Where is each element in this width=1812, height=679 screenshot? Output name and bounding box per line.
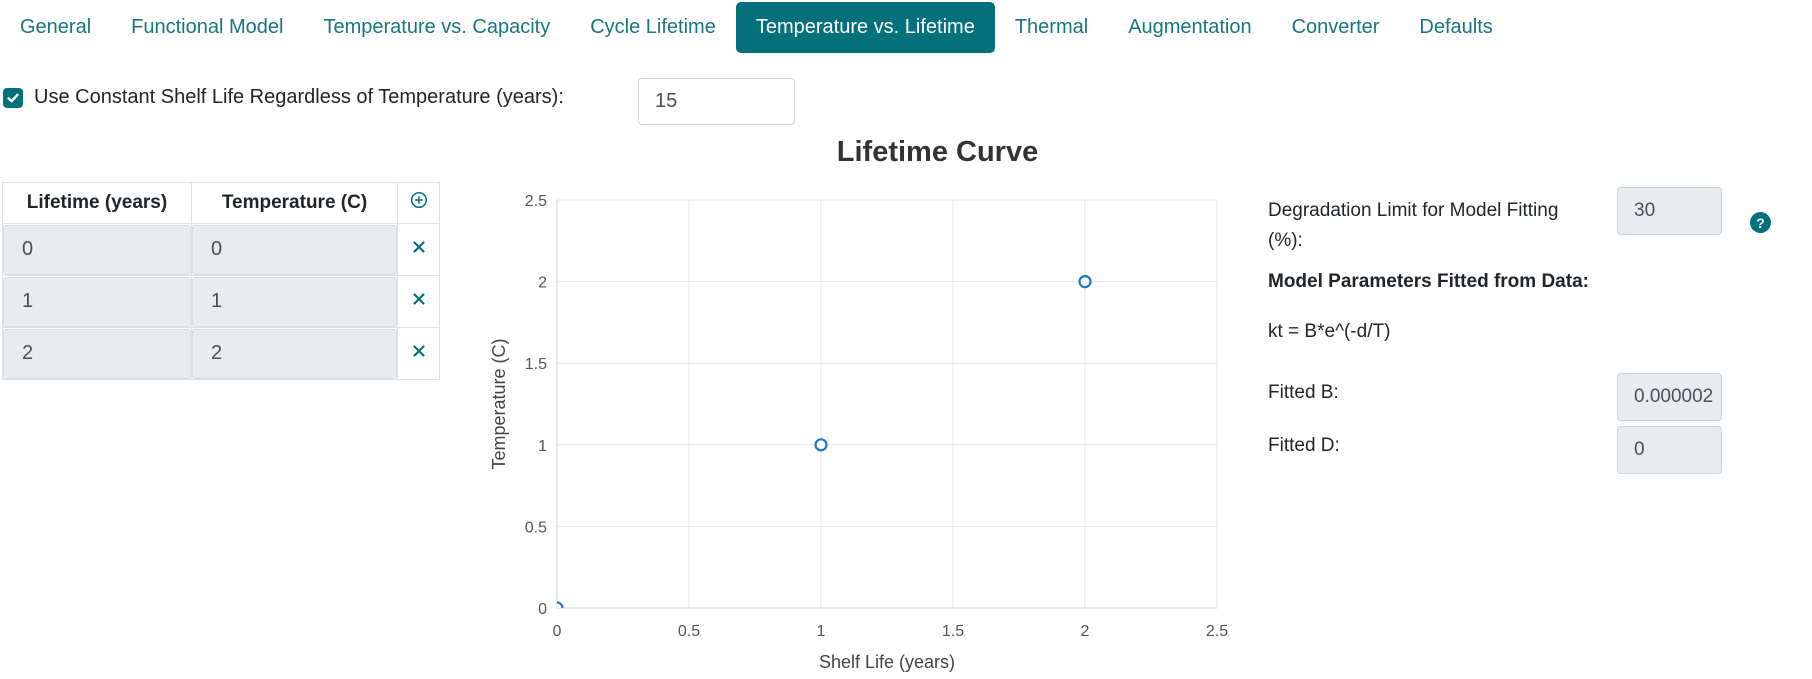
fitted-d-value: 0 — [1617, 426, 1722, 474]
temperature-cell[interactable]: 0 — [192, 224, 397, 275]
data-point — [557, 601, 564, 608]
check-icon — [7, 93, 19, 102]
tab-functional-model[interactable]: Functional Model — [131, 16, 284, 38]
tab-augmentation[interactable]: Augmentation — [1128, 16, 1252, 38]
lifetime-temperature-table: Lifetime (years) Temperature (C) 0 0 — [2, 182, 440, 380]
x-tick-label: 2.5 — [1206, 623, 1228, 640]
question-circle-icon[interactable]: ? — [1750, 212, 1771, 233]
remove-row-button[interactable] — [412, 292, 426, 306]
model-params-heading: Model Parameters Fitted from Data: — [1268, 271, 1589, 292]
data-point — [1078, 274, 1092, 289]
x-axis-label: Shelf Life (years) — [819, 652, 955, 672]
degradation-limit-input[interactable]: 30 — [1617, 187, 1722, 235]
y-tick-label: 2 — [538, 275, 547, 292]
tab-bar: General Functional Model Temperature vs.… — [0, 2, 1513, 53]
tab-defaults[interactable]: Defaults — [1419, 16, 1493, 38]
tab-general[interactable]: General — [20, 16, 92, 38]
lifetime-cell[interactable]: 0 — [3, 224, 191, 275]
fitted-b-value: 0.000002 — [1617, 373, 1722, 421]
add-row-header — [397, 182, 440, 224]
y-tick-label: 2.5 — [525, 193, 547, 210]
x-icon — [412, 345, 425, 357]
y-tick-label: 1 — [538, 438, 547, 455]
table-row: 0 0 — [2, 223, 440, 276]
data-point — [814, 438, 828, 452]
x-tick-label: 1 — [817, 623, 826, 640]
remove-row-button[interactable] — [412, 344, 426, 358]
add-row-button[interactable] — [410, 191, 428, 209]
x-icon — [412, 241, 425, 253]
model-formula: kt = B*e^(-d/T) — [1268, 321, 1391, 342]
y-tick-label: 0 — [538, 601, 547, 618]
constant-shelf-life-checkbox[interactable] — [3, 87, 23, 108]
tab-temperature-vs-lifetime[interactable]: Temperature vs. Lifetime — [735, 2, 995, 53]
temperature-cell[interactable]: 1 — [192, 276, 397, 327]
lifetime-cell[interactable]: 2 — [3, 328, 191, 379]
lifetime-curve-chart: 0 0.5 1 1.5 2 2.5 0 0.5 1 1.5 2 2.5 Shelf Life (year… — [489, 193, 1228, 672]
y-tick-label: 1.5 — [525, 356, 547, 373]
plus-circle-icon — [410, 191, 427, 209]
x-tick-label: 2 — [1081, 623, 1090, 640]
y-axis-label: Temperature (C) — [489, 338, 509, 469]
header-temperature: Temperature (C) — [191, 182, 398, 224]
temperature-cell[interactable]: 2 — [192, 328, 397, 379]
x-tick-label: 1.5 — [942, 623, 964, 640]
table-row: 1 1 — [2, 275, 440, 328]
y-tick-label: 0.5 — [525, 519, 547, 536]
x-icon — [412, 293, 425, 305]
constant-shelf-life-label: Use Constant Shelf Life Regardless of Te… — [34, 86, 564, 108]
fitted-b-label: Fitted B: — [1268, 382, 1339, 403]
tab-cycle-lifetime[interactable]: Cycle Lifetime — [590, 16, 716, 38]
shelf-life-input[interactable] — [638, 78, 795, 125]
chart-title: Lifetime Curve — [836, 136, 1039, 168]
lifetime-cell[interactable]: 1 — [3, 276, 191, 327]
degradation-limit-label: Degradation Limit for Model Fitting (%): — [1268, 200, 1559, 251]
fitted-d-label: Fitted D: — [1268, 435, 1340, 456]
tab-converter[interactable]: Converter — [1291, 16, 1380, 38]
constant-shelf-life-row: Use Constant Shelf Life Regardless of Te… — [3, 86, 564, 109]
tab-thermal[interactable]: Thermal — [1014, 16, 1089, 38]
x-tick-label: 0 — [553, 623, 562, 640]
tab-temperature-vs-capacity[interactable]: Temperature vs. Capacity — [323, 16, 551, 38]
header-lifetime: Lifetime (years) — [2, 182, 192, 224]
x-tick-label: 0.5 — [678, 623, 700, 640]
table-row: 2 2 — [2, 327, 440, 380]
remove-row-button[interactable] — [412, 240, 426, 254]
